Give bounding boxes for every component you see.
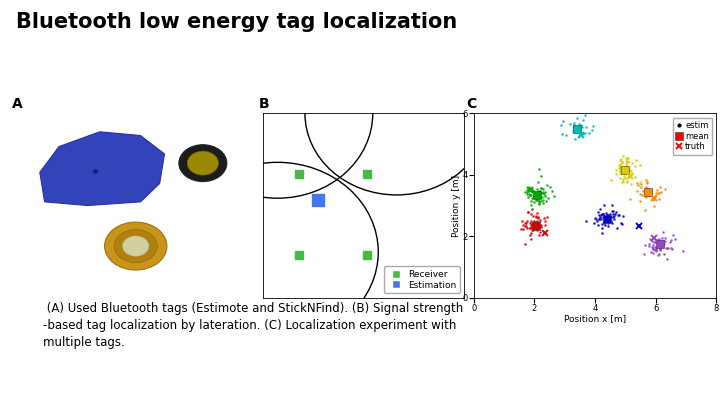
Text: A: A: [12, 97, 23, 111]
Circle shape: [179, 145, 227, 181]
Circle shape: [104, 222, 167, 270]
Text: B: B: [259, 97, 270, 111]
X-axis label: Position x [m]: Position x [m]: [564, 314, 626, 323]
Circle shape: [114, 230, 157, 263]
Circle shape: [122, 236, 149, 256]
Polygon shape: [40, 132, 164, 206]
Legend: Receiver, Estimation: Receiver, Estimation: [384, 266, 460, 293]
Text: (A) Used Bluetooth tags (Estimote and StickNFind). (B) Signal strength
-based ta: (A) Used Bluetooth tags (Estimote and St…: [43, 302, 464, 349]
Circle shape: [187, 151, 218, 175]
Text: C: C: [467, 97, 477, 111]
Y-axis label: Position y [m]: Position y [m]: [451, 175, 461, 237]
Legend: estim, mean, truth: estim, mean, truth: [672, 117, 712, 155]
Text: Bluetooth low energy tag localization: Bluetooth low energy tag localization: [16, 12, 457, 32]
